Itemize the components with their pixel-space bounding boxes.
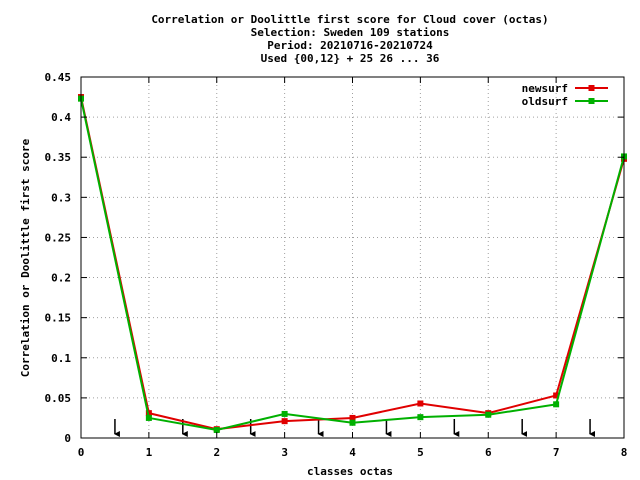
y-axis-ticks: 0 0.05 0.1 0.15 0.2 0.25 0.3 0.35 0.4 0.45 [45,71,624,445]
x-tick-label: 8 [621,446,628,459]
series-line-oldsurf [80,98,625,431]
data-point-oldsurf [213,426,220,433]
x-tick-label: 5 [417,446,424,459]
data-point-newsurf [553,392,560,399]
grid [81,77,624,438]
chart-title: Correlation or Doolittle first score for… [151,13,548,65]
x-tick-label: 6 [485,446,492,459]
data-point-oldsurf [485,411,492,418]
x-tick-label: 0 [78,446,85,459]
y-tick-label: 0.1 [51,352,71,365]
title-line: Period: 20210716-20210724 [267,39,433,52]
y-tick-label: 0.45 [45,71,72,84]
data-point-newsurf [349,414,356,421]
y-tick-label: 0.05 [45,392,72,405]
y-tick-label: 0 [64,432,71,445]
x-axis-ticks: 0 1 2 3 4 5 6 7 8 [78,77,628,459]
x-axis-label: classes octas [307,465,393,478]
data-point-oldsurf [145,414,152,421]
x-tick-label: 4 [349,446,356,459]
legend-marker [588,98,595,104]
y-tick-label: 0.3 [51,191,71,204]
data-point-oldsurf [553,401,560,408]
series-line-newsurf [80,96,625,431]
data-point-oldsurf [417,414,424,421]
y-axis-label: Correlation or Doolittle first score [19,138,32,377]
title-line: Selection: Sweden 109 stations [251,26,450,39]
legend-label: oldsurf [522,95,568,108]
y-tick-label: 0.4 [51,111,71,124]
title-line: Correlation or Doolittle first score for… [151,13,548,26]
legend-label: newsurf [522,82,568,95]
data-point-newsurf [145,410,152,417]
y-tick-label: 0.25 [45,231,72,244]
x-tick-label: 1 [146,446,153,459]
arrow-annotations [113,419,596,437]
y-tick-label: 0.2 [51,272,71,285]
y-tick-label: 0.15 [45,312,72,325]
series-lines [78,94,627,433]
data-point-newsurf [281,418,288,425]
x-tick-label: 3 [281,446,288,459]
legend-marker [588,85,595,91]
title-line: Used {00,12} + 25 26 ... 36 [261,52,440,65]
data-point-oldsurf [349,419,356,426]
x-tick-label: 7 [553,446,560,459]
data-point-newsurf [417,400,424,407]
x-tick-label: 2 [213,446,220,459]
data-point-oldsurf [281,410,288,417]
y-tick-label: 0.35 [45,151,72,164]
